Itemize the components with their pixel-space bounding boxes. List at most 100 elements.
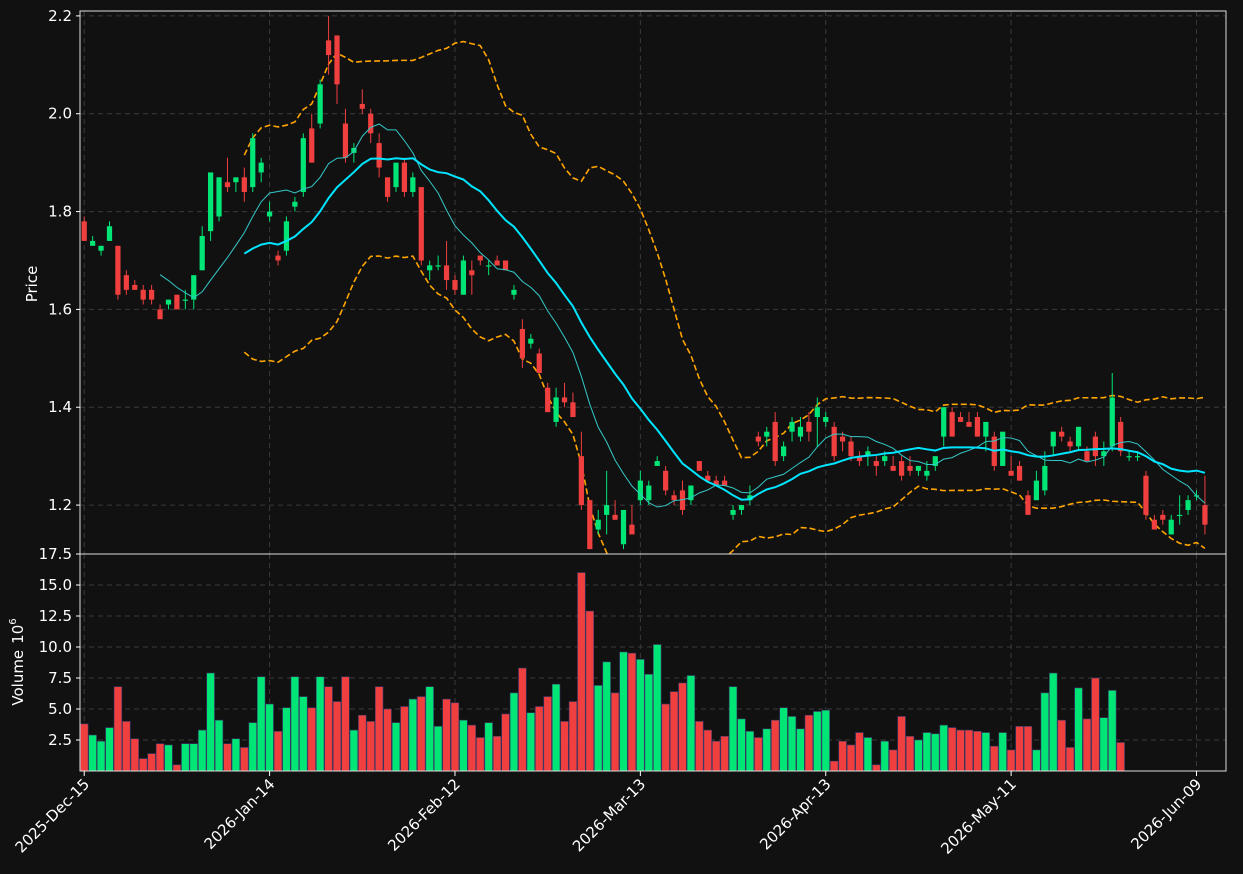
candle-body <box>949 412 955 437</box>
volume-bar <box>990 745 999 772</box>
volume-bar <box>139 758 148 772</box>
volume-bar <box>299 696 308 772</box>
candle-body <box>957 417 964 422</box>
volume-bar <box>1049 672 1058 772</box>
candle-body <box>460 260 467 295</box>
candle-body <box>1050 431 1056 447</box>
candle-body <box>1126 456 1132 458</box>
volume-bar <box>80 723 89 772</box>
candle-body <box>907 465 913 471</box>
volume-bar <box>947 727 957 772</box>
candle-body <box>1033 480 1040 501</box>
candle-body <box>393 162 399 188</box>
volume-bar <box>762 728 771 772</box>
candle-body <box>856 456 863 462</box>
candle-body <box>755 436 761 442</box>
volume-bar <box>787 716 797 772</box>
volume-bar <box>88 734 97 772</box>
candle-body <box>882 456 888 462</box>
volume-bar <box>349 729 359 772</box>
candle-body <box>620 509 627 545</box>
volume-bar <box>695 721 704 772</box>
candle-body <box>1202 505 1208 525</box>
volume-axis-exponent: 6 <box>8 618 19 624</box>
candle-body <box>1134 456 1141 458</box>
volume-bar <box>248 722 257 772</box>
volume-bar <box>745 731 755 772</box>
candle-body <box>106 226 113 241</box>
candle-body <box>713 480 719 486</box>
price-tick-label: 1.2 <box>48 496 72 514</box>
volume-bar <box>374 686 384 772</box>
volume-bar <box>1057 719 1066 772</box>
volume-bar <box>1082 718 1092 772</box>
volume-bar <box>417 696 426 772</box>
candle-body <box>806 421 812 432</box>
volume-bar <box>872 764 881 772</box>
bollinger-bands <box>243 40 1206 554</box>
volume-bar <box>265 703 274 772</box>
volume-tick-label: 17.5 <box>39 545 72 563</box>
candle-body <box>1025 495 1031 515</box>
candle-body <box>1168 519 1174 535</box>
volume-tick-label: 10.0 <box>39 638 72 656</box>
ma-fast-line <box>159 123 1206 508</box>
candle-body <box>292 201 298 207</box>
volume-bar <box>1074 687 1083 772</box>
candle-body <box>772 421 778 462</box>
candle-body <box>283 221 290 251</box>
volume-bar <box>888 749 898 772</box>
candle-body <box>814 407 820 418</box>
volume-bar <box>509 692 519 772</box>
volume-bar <box>96 740 106 772</box>
candle-body <box>545 387 551 413</box>
volume-bar <box>1023 726 1033 772</box>
volume-bar <box>223 743 232 772</box>
volume-bar <box>400 706 409 772</box>
candle-body <box>149 289 155 300</box>
volume-bar <box>644 673 653 772</box>
volume-bar <box>838 740 847 772</box>
candle-body <box>696 461 702 471</box>
volume-bar <box>998 732 1007 772</box>
volume-bar <box>931 733 940 772</box>
candle-body <box>452 280 458 290</box>
candle-body <box>1101 451 1107 457</box>
candle-body <box>941 407 947 437</box>
candle-body <box>823 417 829 422</box>
candle-body <box>199 236 205 271</box>
candle-body <box>384 177 391 197</box>
price-tick-label: 1.8 <box>48 203 72 221</box>
volume-bar <box>282 707 291 772</box>
candle-body <box>275 255 281 261</box>
candle-body <box>595 519 601 530</box>
volume-bar <box>105 727 114 772</box>
candle-body <box>654 461 660 466</box>
candle-body <box>629 524 635 535</box>
candle-body <box>705 475 711 481</box>
volume-axis-ticks: 2.5 5.0 7.5 10.0 12.5 15.0 17.5 <box>39 545 80 749</box>
volume-bar <box>1116 742 1125 772</box>
candle-body <box>216 177 222 217</box>
candle-body <box>511 289 517 295</box>
candle-body <box>410 177 416 192</box>
volume-axis-label: Volume 106 <box>8 618 27 705</box>
volume-bar <box>181 743 190 772</box>
candle-body <box>966 421 972 427</box>
volume-bar <box>476 737 485 772</box>
candle-body <box>848 441 854 457</box>
candle-body <box>359 103 365 109</box>
volume-bar <box>155 743 165 772</box>
volume-bar <box>425 686 434 772</box>
candle-body <box>98 245 104 251</box>
candle-body <box>165 299 172 305</box>
volume-bar <box>880 740 889 772</box>
price-axis-ticks: 1.2 1.4 1.6 1.8 2.0 2.2 <box>48 7 80 514</box>
volume-bar <box>973 731 982 772</box>
candle-body <box>646 485 652 501</box>
volume-bar <box>113 686 123 772</box>
candle-body <box>334 35 340 85</box>
candle-body <box>587 500 593 550</box>
price-tick-label: 2.0 <box>48 105 72 123</box>
candle-body <box>865 451 871 457</box>
